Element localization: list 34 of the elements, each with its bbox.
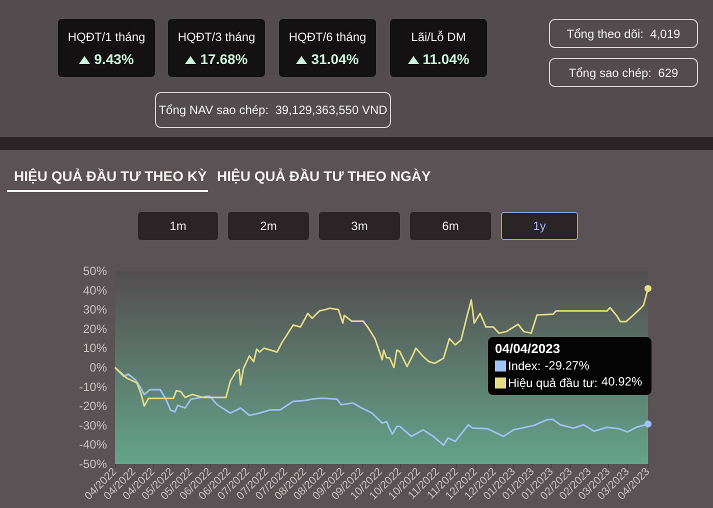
y-tick-label: 50%	[82, 264, 108, 278]
y-tick-label: -20%	[78, 399, 108, 414]
text: 11.04%	[422, 51, 470, 67]
y-tick-label: -30%	[78, 418, 108, 432]
text: 1y	[501, 212, 578, 240]
text: 31.04%	[310, 51, 360, 67]
text: 1m	[138, 212, 218, 240]
legend-label: Hiệu quả đầu tư:	[508, 376, 598, 390]
text: 9.43%	[93, 51, 135, 67]
text: 3m	[319, 212, 400, 240]
text: 2m	[228, 212, 309, 240]
y-tick-label: 40%	[82, 283, 108, 298]
text: Tổng NAV sao chép: 39,129,363,550 VND	[155, 92, 391, 128]
y-tick-label: 20%	[82, 322, 108, 336]
text: Tổng theo dõi: 4,019	[549, 19, 698, 48]
annotation: 04/04/2023	[495, 341, 560, 356]
y-tick-label: -10%	[78, 380, 108, 394]
text: 17.68%	[199, 51, 249, 67]
y-tick-label: -50%	[78, 457, 108, 471]
text: HIỆU QUẢ ĐẦU TƯ THEO KỲ	[14, 168, 207, 184]
legend-label: Index:	[508, 359, 541, 373]
annotation: -29.27%	[544, 358, 590, 372]
y-tick-label: -40%	[78, 438, 108, 452]
text: HIỆU QUẢ ĐẦU TƯ THEO NGÀY	[217, 168, 431, 184]
text: HQĐT/3 tháng	[176, 30, 256, 44]
text: HQĐT/1 tháng	[66, 30, 146, 44]
text: Tổng sao chép: 629	[549, 58, 698, 87]
text: 6m	[410, 212, 491, 240]
y-tick-label: 10%	[82, 341, 108, 356]
y-tick-label: 30%	[82, 302, 108, 317]
text: HQĐT/6 tháng	[288, 30, 368, 44]
annotation: 40.92%	[601, 374, 642, 388]
y-tick-label: 0%	[90, 360, 108, 374]
text: Lãi/Lỗ DM	[410, 30, 467, 44]
